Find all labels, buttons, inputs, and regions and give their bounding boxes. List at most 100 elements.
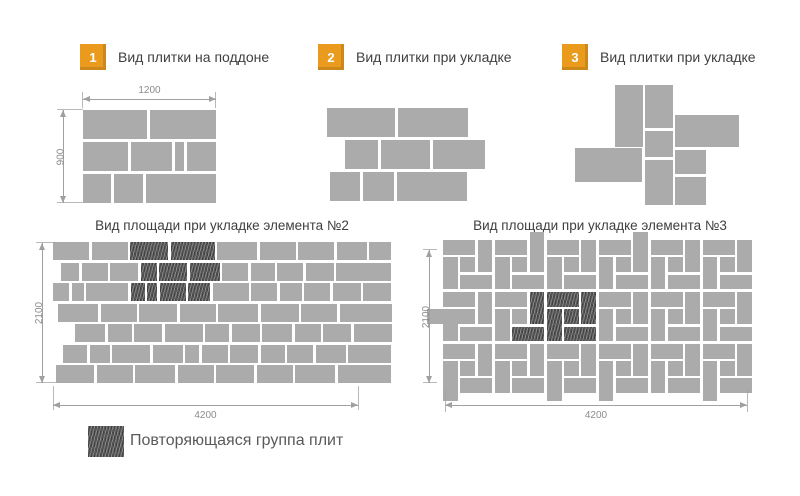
tile (443, 291, 476, 307)
tile (332, 283, 361, 301)
tile (616, 361, 631, 376)
step-label-3: Вид плитки при укладке (600, 49, 756, 65)
tile (53, 283, 69, 301)
tile (650, 361, 666, 394)
tile (616, 378, 649, 394)
tile (301, 303, 337, 322)
tile (217, 242, 257, 260)
step-badge-2: 2 (318, 44, 344, 70)
extension-line (36, 242, 56, 243)
tile (294, 324, 321, 342)
tile (616, 309, 631, 324)
tile (494, 361, 510, 394)
tile (443, 361, 458, 401)
dim-area2-width-label: 4200 (194, 410, 217, 421)
tile (633, 232, 649, 273)
tile (719, 309, 735, 324)
tile (398, 108, 468, 137)
dim-pallet-height-label: 900 (55, 148, 67, 165)
step-label-1: Вид плитки на поддоне (118, 49, 270, 65)
tile (477, 240, 493, 273)
tile (260, 344, 285, 363)
tile (650, 309, 666, 342)
extension-line (747, 390, 748, 412)
repeat-group-tile (546, 309, 562, 342)
tile (222, 262, 248, 281)
tile (110, 262, 138, 281)
tile (337, 365, 391, 383)
tile (315, 344, 346, 363)
dim-area2-height: 2100 (34, 243, 45, 383)
step-number: 3 (571, 49, 579, 65)
step-badge-3: 3 (562, 44, 588, 70)
tile (546, 361, 562, 401)
dim-area2-height-label: 2100 (33, 301, 45, 325)
tile (546, 257, 562, 290)
tile (650, 257, 666, 290)
tile (363, 283, 391, 301)
tile (369, 242, 391, 260)
step-label-2: Вид плитки при укладке (356, 49, 512, 65)
tile (139, 303, 177, 322)
tile (615, 85, 643, 147)
tile (345, 140, 378, 169)
tile (460, 257, 476, 273)
tile (512, 309, 527, 324)
tile (675, 150, 706, 174)
tile (89, 344, 110, 363)
repeat-group-tile (140, 262, 157, 281)
tile (381, 140, 430, 169)
tile (185, 344, 199, 363)
tile (353, 324, 392, 342)
tile (477, 343, 493, 376)
tile (737, 240, 752, 273)
pallet-diagram (83, 110, 216, 203)
tile (633, 343, 649, 376)
tile (675, 177, 706, 205)
tile (114, 174, 143, 203)
tile (251, 283, 277, 301)
extension-line (445, 390, 446, 412)
step-number: 1 (89, 49, 97, 65)
repeat-group-tile (188, 283, 210, 301)
tile (112, 344, 150, 363)
extension-line (215, 92, 216, 108)
tile (146, 174, 216, 203)
tile (443, 240, 476, 255)
tile (216, 365, 254, 383)
tile (131, 142, 172, 171)
extension-line (57, 109, 83, 110)
tile (494, 257, 510, 290)
tile (175, 142, 184, 171)
tile (81, 262, 108, 281)
tile (250, 262, 275, 281)
tile (96, 365, 133, 383)
tile (685, 240, 700, 273)
repeat-group-tile (130, 283, 145, 301)
repeat-group-tile (170, 242, 215, 260)
tile (134, 324, 162, 342)
tile (477, 291, 493, 324)
tile (460, 309, 476, 324)
tile (164, 324, 203, 342)
tile (529, 343, 545, 376)
tile (645, 85, 673, 128)
tile (330, 172, 360, 201)
tile (598, 361, 614, 401)
tile (685, 291, 700, 324)
tile (259, 242, 296, 260)
tile (667, 309, 683, 324)
tile (304, 283, 330, 301)
area-element2-diagram (53, 242, 392, 383)
repeat-group-tile (529, 291, 545, 324)
tile (339, 303, 392, 322)
area3-title: Вид площади при укладке элемента №3 (473, 218, 727, 233)
repeat-group-tile (581, 291, 597, 324)
tile (645, 160, 673, 205)
repeat-group-tile (512, 326, 545, 342)
tile (327, 108, 395, 137)
tile (323, 324, 351, 342)
tile (616, 326, 649, 342)
tile (616, 274, 649, 290)
tile (529, 232, 545, 273)
